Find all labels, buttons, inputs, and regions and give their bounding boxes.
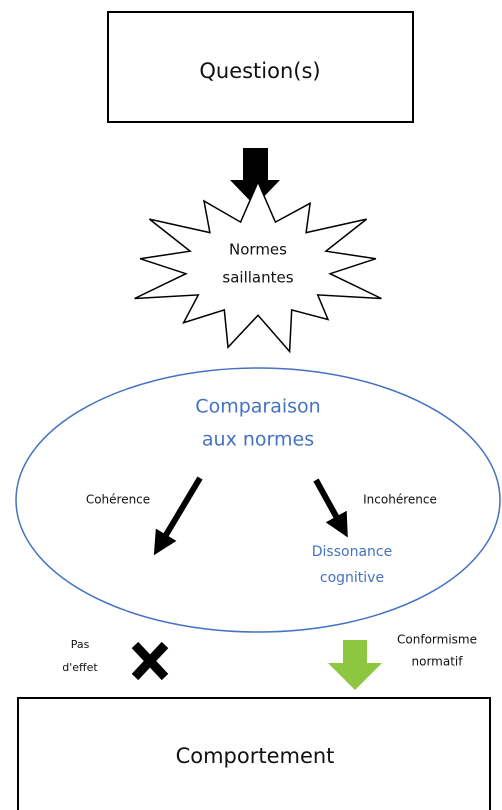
question-label: Question(s) bbox=[199, 59, 320, 83]
question-box bbox=[107, 11, 414, 123]
coherence-label: Cohérence bbox=[86, 493, 150, 507]
no-effect-line-1: Pas bbox=[71, 638, 90, 651]
no-effect-line-2: d'effet bbox=[62, 661, 98, 674]
starburst bbox=[134, 180, 382, 354]
behavior-label: Comportement bbox=[176, 744, 335, 768]
norms-line-1: Normes bbox=[229, 241, 287, 259]
cross-mark bbox=[131, 641, 169, 681]
dissonance-line-2: cognitive bbox=[320, 570, 384, 586]
incoherence-arrow bbox=[313, 478, 348, 538]
conformism-line-2: normatif bbox=[412, 655, 464, 669]
down-arrow bbox=[230, 148, 280, 206]
norms-line-2: saillantes bbox=[222, 269, 293, 287]
green-arrow bbox=[328, 640, 382, 690]
comparison-line-1: Comparaison bbox=[195, 396, 320, 418]
behavior-box bbox=[17, 697, 491, 810]
comparison-line-2: aux normes bbox=[202, 429, 314, 451]
incoherence-label: Incohérence bbox=[363, 493, 437, 507]
dissonance-line-1: Dissonance bbox=[312, 544, 392, 560]
comparison-ellipse bbox=[15, 367, 501, 633]
coherence-arrow bbox=[153, 476, 203, 556]
conformism-line-1: Conformisme bbox=[397, 633, 477, 647]
